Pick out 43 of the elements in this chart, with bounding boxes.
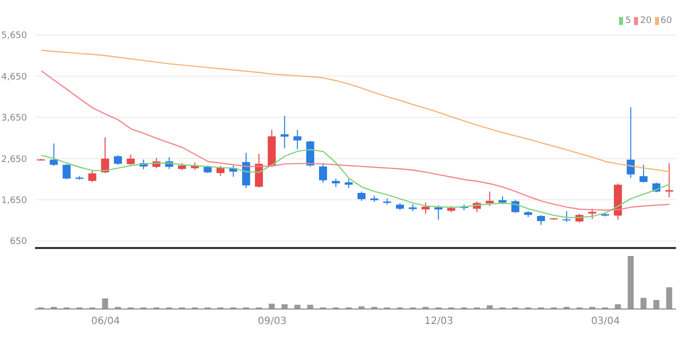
legend-label: 5 — [625, 16, 632, 26]
candlestick — [486, 191, 494, 207]
bar — [614, 304, 621, 309]
candlestick — [126, 154, 135, 166]
y-tick-label: 5,650 — [1, 31, 28, 42]
bar — [666, 287, 672, 309]
y-tick-label: 4,650 — [1, 72, 28, 82]
candlestick — [62, 164, 71, 180]
candlestick — [358, 191, 366, 202]
x-tick-label: 12/03 — [424, 316, 454, 328]
bar — [653, 300, 660, 309]
candlestick — [114, 154, 122, 166]
bar — [628, 256, 634, 309]
candlestick — [536, 214, 545, 226]
bar — [268, 304, 275, 309]
bar — [640, 298, 647, 309]
candlestick — [50, 143, 58, 166]
candlestick — [101, 136, 110, 174]
legend-label: 60 — [660, 16, 672, 26]
candlestick — [242, 152, 250, 189]
candlestick — [422, 202, 430, 214]
candlestick — [562, 210, 571, 222]
y-tick-label: 650 — [10, 237, 28, 248]
bar — [102, 298, 108, 309]
y-tick-label: 1,650 — [1, 196, 28, 206]
candlestick — [626, 106, 635, 178]
line-series — [40, 148, 670, 218]
candlestick — [88, 170, 96, 182]
x-tick-label: 03/04 — [591, 316, 620, 328]
candlestick — [640, 164, 648, 184]
bar — [282, 304, 288, 309]
candlestick — [319, 162, 328, 184]
candlestick — [280, 115, 289, 149]
candlestick — [665, 162, 674, 198]
x-tick-label: 06/04 — [91, 316, 120, 328]
candlestick — [254, 153, 263, 188]
y-tick-label: 2,650 — [1, 154, 28, 165]
y-tick-label: 3,650 — [1, 114, 28, 124]
legend-label: 20 — [640, 16, 652, 26]
line-series — [40, 70, 670, 211]
candlestick — [293, 129, 302, 150]
x-tick-label: 09/03 — [258, 316, 287, 328]
candlestick — [434, 204, 442, 220]
